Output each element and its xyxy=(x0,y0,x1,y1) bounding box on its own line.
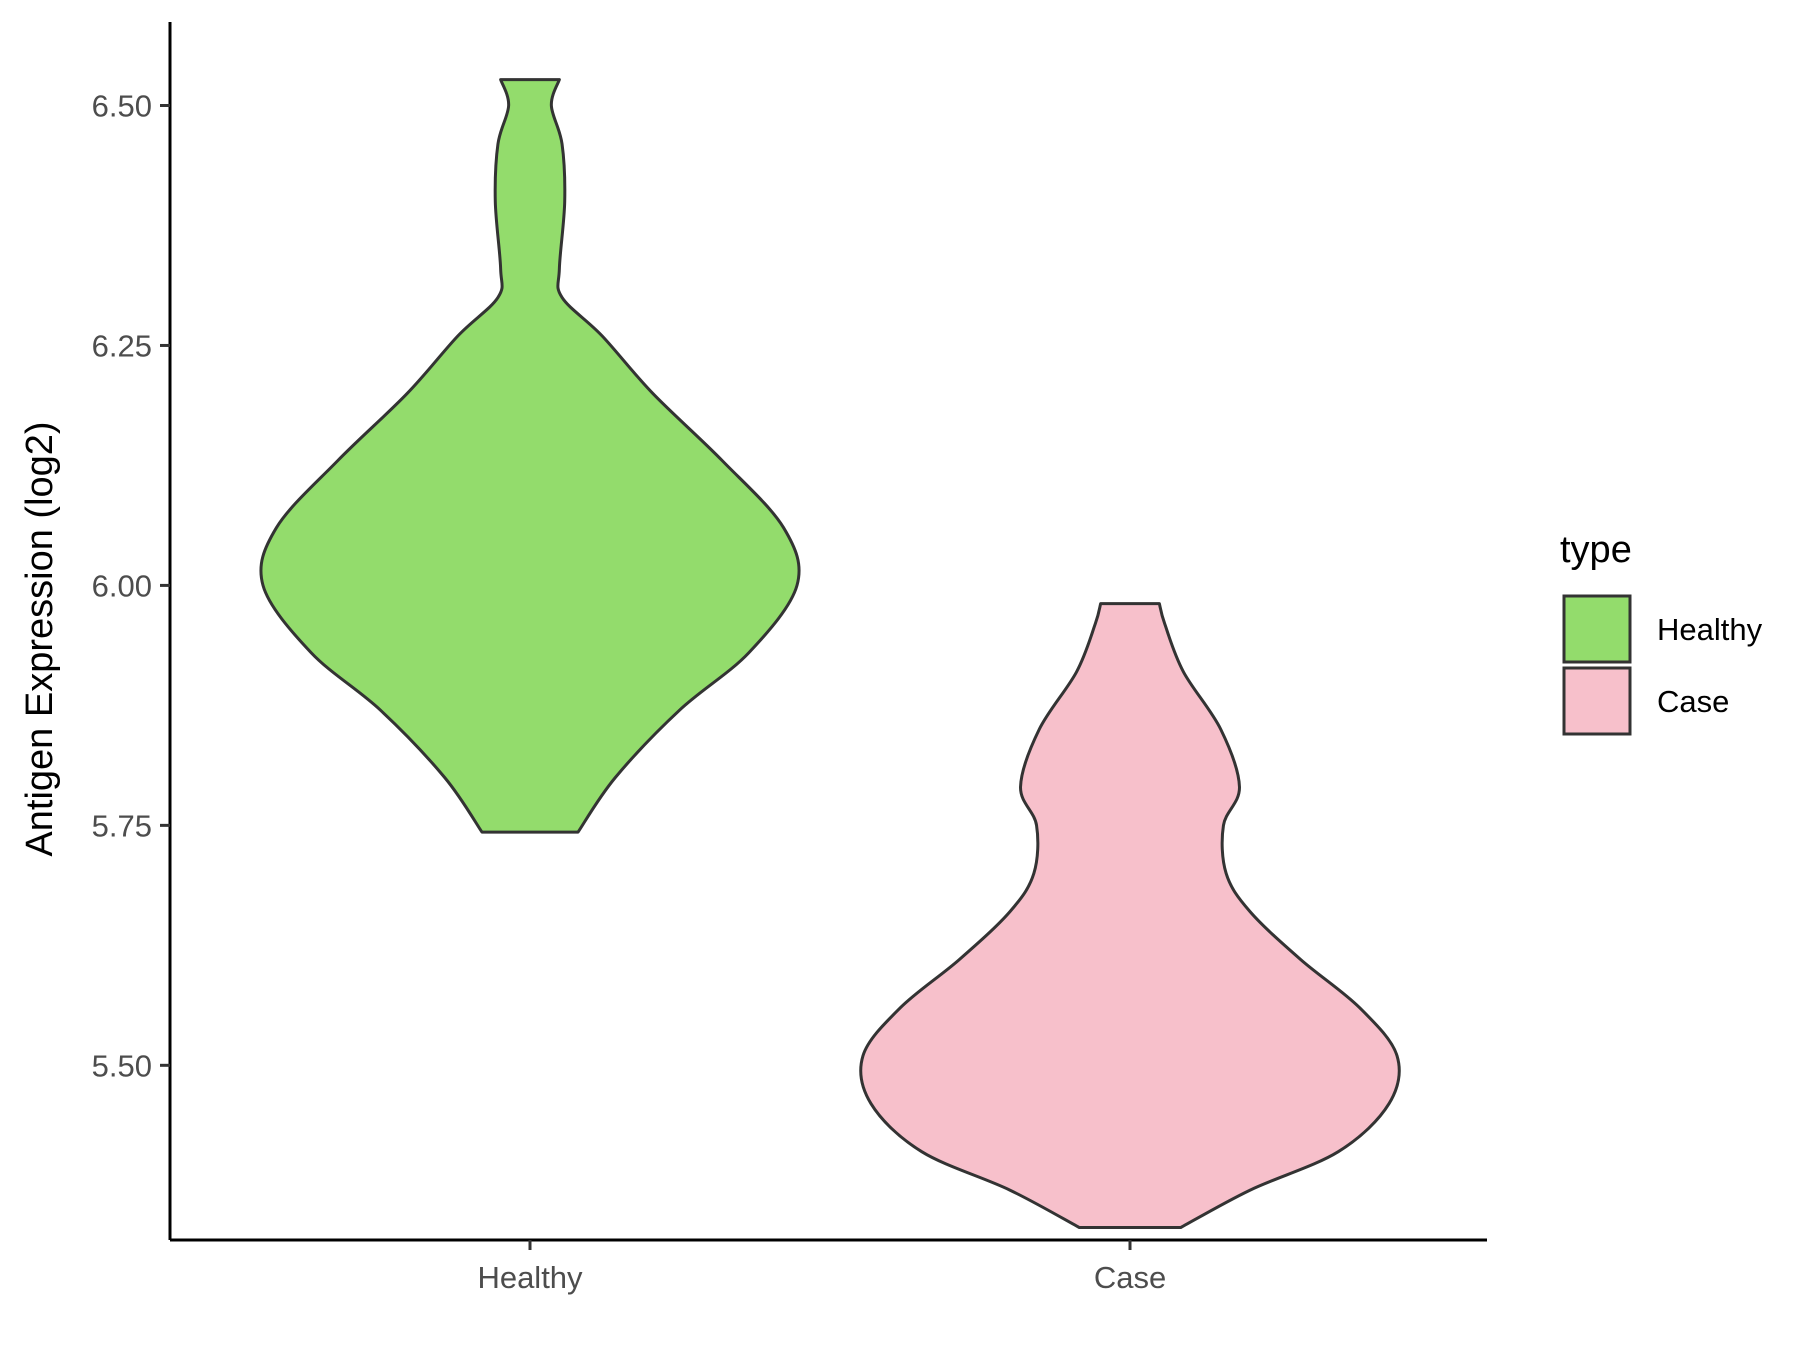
legend-title: type xyxy=(1560,529,1632,571)
legend-key-healthy xyxy=(1562,594,1632,664)
x-axis: Healthy Case xyxy=(170,1238,1487,1295)
violins-layer xyxy=(259,78,1401,1230)
violin-healthy xyxy=(259,78,801,834)
y-tick-label: 6.25 xyxy=(92,328,152,363)
y-tick-label: 5.75 xyxy=(92,808,152,843)
violin-case xyxy=(859,602,1401,1230)
legend: type Healthy Case xyxy=(1560,529,1763,736)
y-tick-label: 6.00 xyxy=(92,568,152,603)
y-tick-label: 5.50 xyxy=(92,1048,152,1083)
x-tick-label-case: Case xyxy=(1094,1260,1166,1295)
y-tick-label: 6.50 xyxy=(92,89,152,124)
legend-label-healthy: Healthy xyxy=(1657,612,1763,647)
legend-label-case: Case xyxy=(1657,684,1729,719)
y-axis-title: Antigen Expression (log2) xyxy=(19,421,61,856)
x-tick-label-healthy: Healthy xyxy=(477,1260,583,1295)
legend-key-case xyxy=(1562,666,1632,736)
y-axis: 5.50 5.75 6.00 6.25 6.50 xyxy=(92,22,172,1240)
